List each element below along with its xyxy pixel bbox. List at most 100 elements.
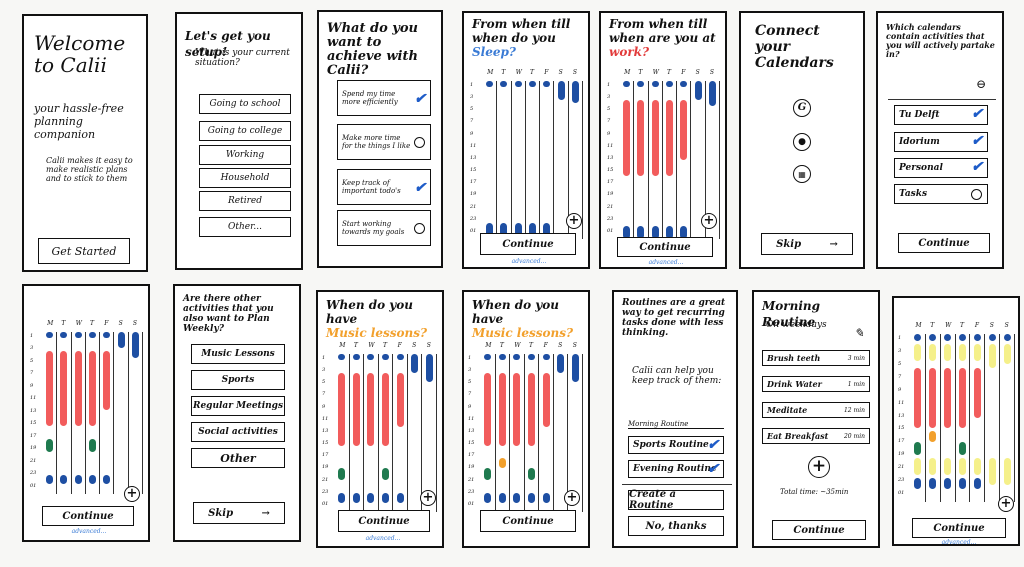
green-time-block[interactable] <box>89 438 96 452</box>
goal-option-1[interactable]: Spend my time more efficiently ✔ <box>337 80 431 116</box>
blue-time-block[interactable] <box>500 223 508 239</box>
red-time-block[interactable] <box>680 99 688 160</box>
blue-time-block[interactable] <box>528 493 535 503</box>
red-time-block[interactable] <box>944 367 952 429</box>
calendar-icon[interactable]: ▦ <box>793 165 811 183</box>
yellow-time-block[interactable] <box>944 344 952 361</box>
advanced-link[interactable]: advanced... <box>511 258 547 265</box>
green-time-block[interactable] <box>914 441 922 455</box>
red-time-block[interactable] <box>338 372 346 446</box>
yellow-time-block[interactable] <box>914 458 922 476</box>
advanced-link[interactable]: advanced... <box>365 535 401 542</box>
yellow-time-block[interactable] <box>1003 458 1011 486</box>
continue-button[interactable]: Continue <box>480 510 576 532</box>
apple-icon[interactable]: ● <box>793 133 811 151</box>
orange-time-block[interactable] <box>929 431 937 442</box>
blue-time-block[interactable] <box>367 493 375 503</box>
red-time-block[interactable] <box>959 367 966 429</box>
routine-task[interactable]: Eat Breakfast 20 min <box>762 428 870 444</box>
activity-meetings[interactable]: Regular Meetings <box>191 396 285 416</box>
blue-time-block[interactable] <box>89 332 96 339</box>
blue-time-block[interactable] <box>425 354 433 383</box>
red-time-block[interactable] <box>484 372 492 446</box>
blue-time-block[interactable] <box>529 81 536 88</box>
red-time-block[interactable] <box>914 367 922 429</box>
blue-time-block[interactable] <box>542 354 550 361</box>
blue-time-block[interactable] <box>988 334 996 341</box>
blue-time-block[interactable] <box>680 226 688 239</box>
yellow-time-block[interactable] <box>914 344 922 361</box>
goal-option-2[interactable]: Make more time for the things I like <box>337 124 431 160</box>
yellow-time-block[interactable] <box>1003 344 1011 365</box>
option-household[interactable]: Household <box>199 168 291 188</box>
red-time-block[interactable] <box>103 351 111 410</box>
advanced-link[interactable]: advanced... <box>648 259 684 266</box>
yellow-time-block[interactable] <box>944 458 952 476</box>
calendar-item-idorium[interactable]: Idorium ✔ <box>894 132 988 152</box>
blue-time-block[interactable] <box>694 81 702 100</box>
routine-item-sports[interactable]: Sports Routine ✔ <box>628 436 724 454</box>
routine-item-partial[interactable]: Morning Routine <box>628 420 724 429</box>
blue-time-block[interactable] <box>498 354 506 361</box>
blue-time-block[interactable] <box>623 81 631 88</box>
blue-time-block[interactable] <box>411 354 419 373</box>
blue-time-block[interactable] <box>944 334 952 341</box>
blue-time-block[interactable] <box>60 474 68 485</box>
blue-time-block[interactable] <box>680 81 688 88</box>
advanced-link[interactable]: advanced... <box>941 539 977 546</box>
no-thanks-button[interactable]: No, thanks <box>628 516 724 536</box>
blue-time-block[interactable] <box>117 332 125 349</box>
blue-time-block[interactable] <box>914 334 922 341</box>
blue-time-block[interactable] <box>74 474 82 485</box>
blue-time-block[interactable] <box>529 223 536 239</box>
blue-time-block[interactable] <box>484 493 492 503</box>
red-time-block[interactable] <box>929 367 937 429</box>
edit-pencil-icon[interactable]: ✎ <box>854 326 865 340</box>
blue-time-block[interactable] <box>382 493 389 503</box>
blue-time-block[interactable] <box>60 332 68 339</box>
create-routine-button[interactable]: Create a Routine <box>628 489 724 511</box>
red-time-block[interactable] <box>396 372 404 427</box>
blue-time-block[interactable] <box>571 354 579 383</box>
green-time-block[interactable] <box>46 438 54 452</box>
blue-time-block[interactable] <box>959 334 966 341</box>
green-time-block[interactable] <box>528 467 535 481</box>
calendar-item-tudelft[interactable]: Tu Delft ✔ <box>894 105 988 125</box>
red-time-block[interactable] <box>666 99 673 176</box>
red-time-block[interactable] <box>637 99 645 176</box>
green-time-block[interactable] <box>382 467 389 481</box>
blue-time-block[interactable] <box>396 354 404 361</box>
option-retired[interactable]: Retired <box>199 191 291 211</box>
blue-time-block[interactable] <box>959 478 966 489</box>
routine-task[interactable]: Brush teeth 3 min <box>762 350 870 366</box>
calendar-item-tasks[interactable]: Tasks <box>894 184 988 204</box>
blue-time-block[interactable] <box>528 354 535 361</box>
yellow-time-block[interactable] <box>929 458 937 476</box>
green-time-block[interactable] <box>338 467 346 481</box>
skip-button[interactable]: Skip → <box>761 233 853 255</box>
red-time-block[interactable] <box>498 372 506 446</box>
blue-time-block[interactable] <box>637 226 645 239</box>
blue-time-block[interactable] <box>484 354 492 361</box>
blue-time-block[interactable] <box>486 81 494 88</box>
blue-time-block[interactable] <box>103 474 111 485</box>
blue-time-block[interactable] <box>352 354 360 361</box>
continue-button[interactable]: Continue <box>898 233 990 253</box>
red-time-block[interactable] <box>89 351 96 426</box>
activity-other[interactable]: Other <box>191 448 285 468</box>
blue-time-block[interactable] <box>666 226 673 239</box>
blue-time-block[interactable] <box>131 332 139 358</box>
routine-task[interactable]: Meditate 12 min <box>762 402 870 418</box>
collapse-minus-icon[interactable]: ⊖ <box>976 77 987 91</box>
skip-button[interactable]: Skip → <box>193 502 285 524</box>
blue-time-block[interactable] <box>46 474 54 485</box>
blue-time-block[interactable] <box>543 223 551 239</box>
add-task-plus-icon[interactable]: + <box>808 456 830 478</box>
blue-time-block[interactable] <box>500 81 508 88</box>
option-college[interactable]: Going to college <box>199 121 291 141</box>
advanced-link[interactable]: advanced... <box>71 528 107 535</box>
yellow-time-block[interactable] <box>959 458 966 476</box>
blue-time-block[interactable] <box>557 81 565 100</box>
blue-time-block[interactable] <box>651 226 659 239</box>
add-plus-icon[interactable]: + <box>564 490 580 506</box>
